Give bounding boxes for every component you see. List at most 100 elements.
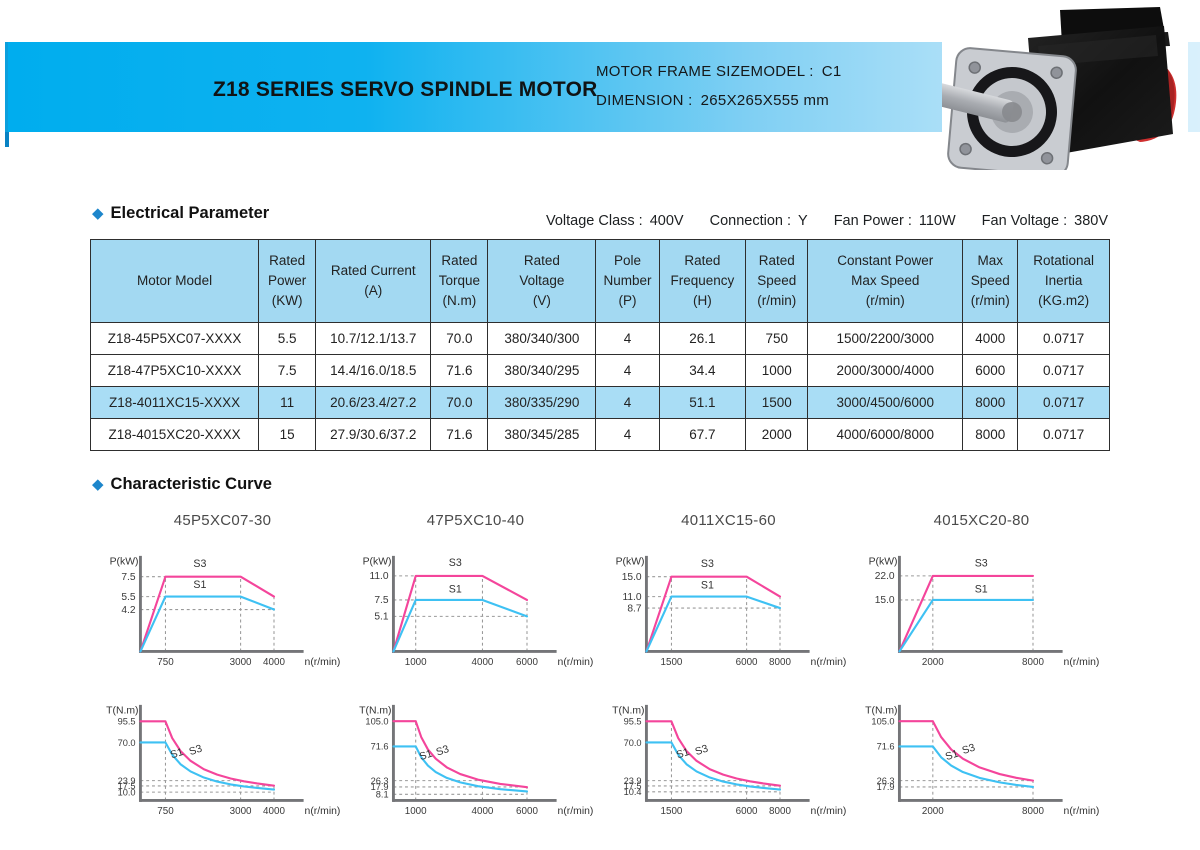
motor-illustration xyxy=(918,7,1177,177)
chart-area: 45P5XC07-30 47P5XC10-40 4011XC15-60 4015XC2… xyxy=(96,512,1108,828)
45P5XC07-30-power-plot: S3 S1 P(kW) n(r/min) 7.5 5.5 4.2 750 3000 4000 xyxy=(110,555,341,668)
motor-model-cell: Z18-45P5XC07-XXXX xyxy=(89,322,260,355)
y-tick-label: 5.5 xyxy=(121,592,136,603)
motor-product-image xyxy=(918,6,1188,177)
table-cell: 0.0717 xyxy=(1017,386,1110,419)
x-axis-title: n(r/min) xyxy=(811,806,847,817)
curves-section-header: ◆ Characteristic Curve xyxy=(92,475,1108,494)
page-header: Z18 SERIES SERVO SPINDLE MOTOR MOTOR FRA… xyxy=(0,0,1200,178)
y-tick-label: 71.6 xyxy=(877,742,895,752)
x-tick-label: 750 xyxy=(157,657,174,668)
frame-size-line: MOTOR FRAME SIZEMODEL : C1 xyxy=(596,57,842,86)
table-cell: 380/335/290 xyxy=(487,386,597,419)
table-cell: 0.0717 xyxy=(1017,354,1110,387)
47P5XC10-40-power-plot: S3 S1 P(kW) n(r/min) 11.0 7.5 5.1 1000 4000 6000 xyxy=(363,555,593,668)
y-tick-label: 22.0 xyxy=(875,571,895,582)
product-title: Z18 SERIES SERVO SPINDLE MOTOR xyxy=(213,78,598,101)
chart-column-titles: 45P5XC07-30 47P5XC10-40 4011XC15-60 4015XC2… xyxy=(96,512,1108,529)
chart-4011XC15-60-power: S3 S1 P(kW) n(r/min) 15.0 11.0 8.7 1500 6000 8000 xyxy=(602,551,855,678)
y-tick-label: 71.6 xyxy=(371,742,389,752)
table-cell: 71.6 xyxy=(430,418,489,451)
chart-4015XC20-80-torque: S3 S1 T(N.m) n(r/min) 105.0 71.6 26.3 17.9 2000 8… xyxy=(855,700,1108,827)
table-cell: 0.0717 xyxy=(1017,418,1110,451)
table-cell: 1000 xyxy=(745,354,809,387)
table-cell: 2000 xyxy=(745,418,809,451)
table-cell: 70.0 xyxy=(430,386,489,419)
y-tick-label: 8.1 xyxy=(376,790,389,800)
series-label-S3: S3 xyxy=(961,742,977,757)
table-cell: 4000 xyxy=(962,322,1019,355)
series-label-S1: S1 xyxy=(193,579,206,591)
y-axis-title: T(N.m) xyxy=(359,706,391,717)
table-cell: 750 xyxy=(745,322,809,355)
meta-fan-voltage-value: 380V xyxy=(1074,213,1108,229)
series-label-S1: S1 xyxy=(975,583,988,595)
dimension-label: DIMENSION : xyxy=(596,92,693,109)
x-tick-label: 8000 xyxy=(769,806,791,817)
motor-model-cell: Z18-4015XC20-XXXX xyxy=(89,418,260,451)
x-axis-title: n(r/min) xyxy=(811,657,847,668)
column-header: Constant Power Max Speed (r/min) xyxy=(807,239,964,323)
chart-4015XC20-80-power: S3 S1 P(kW) n(r/min) 22.0 15.0 2000 8000 xyxy=(855,551,1108,678)
table-row: Z18-47P5XC10-XXXX 7.5 14.4/16.0/18.5 71.6 38… xyxy=(89,354,1110,387)
y-tick-label: 95.5 xyxy=(624,717,642,727)
x-tick-label: 6000 xyxy=(516,657,538,668)
table-cell: 2000/3000/4000 xyxy=(807,354,964,387)
4015XC20-80-power-plot: S3 S1 P(kW) n(r/min) 22.0 15.0 2000 8000 xyxy=(869,555,1099,668)
table-cell: 14.4/16.0/18.5 xyxy=(315,354,432,387)
series-label-S3: S3 xyxy=(193,558,206,570)
header-specs: MOTOR FRAME SIZEMODEL : C1 DIMENSION : 265… xyxy=(596,57,842,115)
y-tick-label: 26.3 xyxy=(877,776,895,786)
meta-voltage-class-value: 400V xyxy=(649,213,684,229)
x-tick-label: 3000 xyxy=(230,806,252,817)
meta-connection-value: Y xyxy=(798,213,808,229)
chart-47P5XC10-40-torque: S3 S1 T(N.m) n(r/min) 105.0 71.6 26.3 17.9 8.1 10… xyxy=(349,700,602,827)
table-cell: 0.0717 xyxy=(1017,322,1110,355)
column-header: Motor Model xyxy=(89,239,260,323)
y-tick-label: 23.9 xyxy=(624,776,642,786)
x-tick-label: 1500 xyxy=(661,657,683,668)
x-tick-label: 4000 xyxy=(472,657,494,668)
y-axis-title: P(kW) xyxy=(110,557,139,568)
series-label-S1: S1 xyxy=(449,583,462,595)
series-label-S1: S1 xyxy=(169,746,185,761)
y-tick-label: 11.0 xyxy=(622,592,641,603)
x-tick-label: 8000 xyxy=(1022,657,1044,668)
column-header: Rated Power (KW) xyxy=(258,239,317,323)
table-cell: 71.6 xyxy=(430,354,489,387)
y-tick-label: 15.0 xyxy=(622,572,642,583)
chart-4011XC15-60-torque: S3 S1 T(N.m) n(r/min) 95.5 70.0 23.9 17.5 10.4 15… xyxy=(602,700,855,827)
series-label-S1: S1 xyxy=(944,748,960,763)
y-tick-label: 15.0 xyxy=(875,595,895,606)
y-tick-label: 10.0 xyxy=(118,788,136,798)
x-tick-label: 2000 xyxy=(922,806,944,817)
table-cell: 34.4 xyxy=(658,354,747,387)
x-tick-label: 8000 xyxy=(1022,806,1044,817)
y-axis-title: T(N.m) xyxy=(612,706,644,717)
chart-column-title: 4015XC20-80 xyxy=(933,512,1030,529)
column-header: Rated Torque (N.m) xyxy=(430,239,489,323)
series-label-S3: S3 xyxy=(694,743,710,758)
y-tick-label: 8.7 xyxy=(627,603,642,614)
frame-size-label: MOTOR FRAME SIZEMODEL : xyxy=(596,63,814,80)
column-header: Rotational Inertia (KG.m2) xyxy=(1017,239,1110,323)
meta-fan-power: Fan Power : 110W xyxy=(834,213,956,229)
column-header: Max Speed (r/min) xyxy=(962,239,1019,323)
table-cell: 5.5 xyxy=(258,322,317,355)
table-cell: 4 xyxy=(595,418,660,451)
column-header: Rated Frequency (H) xyxy=(658,239,747,323)
y-tick-label: 95.5 xyxy=(118,717,136,727)
dimension-value: 265X265X555 mm xyxy=(700,92,830,109)
table-cell: 4 xyxy=(595,322,660,355)
x-tick-label: 8000 xyxy=(769,657,791,668)
x-axis-title: n(r/min) xyxy=(305,657,341,668)
x-axis-title: n(r/min) xyxy=(558,806,594,817)
column-header: Rated Speed (r/min) xyxy=(745,239,809,323)
meta-voltage-class: Voltage Class : 400V xyxy=(546,213,684,229)
curves-section-title: Characteristic Curve xyxy=(110,475,272,493)
y-tick-label: 17.5 xyxy=(118,782,136,792)
electrical-meta: Voltage Class : 400V Connection : Y Fan Powe… xyxy=(546,213,1108,229)
electrical-section-title: Electrical Parameter xyxy=(110,204,270,222)
